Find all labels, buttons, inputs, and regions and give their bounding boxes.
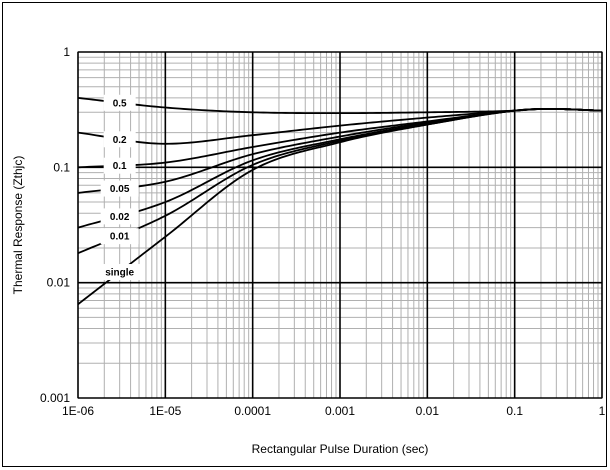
series-label-bg (100, 208, 139, 225)
series-line-single (77, 108, 603, 305)
y-tick-label: 0.1 (53, 160, 70, 174)
y-tick-labels: 0.001 0.01 0.1 1 (40, 45, 70, 405)
series-label-bg (100, 228, 139, 245)
y-axis-title: Thermal Response (Zthjc) (11, 156, 25, 295)
series-label-0.05: 0.05 (110, 184, 130, 195)
y-tick-label: 0.001 (40, 391, 70, 405)
series-label-bg (103, 157, 136, 174)
series-layer (77, 97, 603, 305)
series-label-0.01: 0.01 (110, 232, 130, 243)
series-label-0.2: 0.2 (113, 135, 127, 146)
series-labels: 0.5 0.2 0.1 0.05 0.02 0.01 single (94, 94, 145, 281)
series-label-0.02: 0.02 (110, 212, 130, 223)
series-label-bg (103, 94, 136, 111)
series-label-bg (103, 131, 136, 148)
y-tick-label: 1 (63, 45, 70, 59)
series-label-bg (94, 264, 145, 281)
x-tick-label: 0.1 (506, 404, 523, 418)
x-axis-title: Rectangular Pulse Duration (sec) (252, 442, 429, 456)
x-tick-labels: 1E-06 1E-05 0.0001 0.001 0.01 0.1 1 (62, 404, 606, 418)
x-tick-label: 0.0001 (234, 404, 271, 418)
x-tick-label: 1E-05 (149, 404, 181, 418)
series-label-0.1: 0.1 (113, 161, 127, 172)
series-label-bg (100, 180, 139, 197)
series-label-single: single (105, 268, 134, 279)
series-label-0.5: 0.5 (113, 98, 127, 109)
x-tick-label: 1E-06 (62, 404, 94, 418)
x-tick-label: 0.01 (416, 404, 440, 418)
y-tick-label: 0.01 (47, 276, 71, 290)
plot-area-border (77, 51, 603, 399)
x-tick-label: 0.001 (325, 404, 355, 418)
x-tick-label: 1 (599, 404, 606, 418)
